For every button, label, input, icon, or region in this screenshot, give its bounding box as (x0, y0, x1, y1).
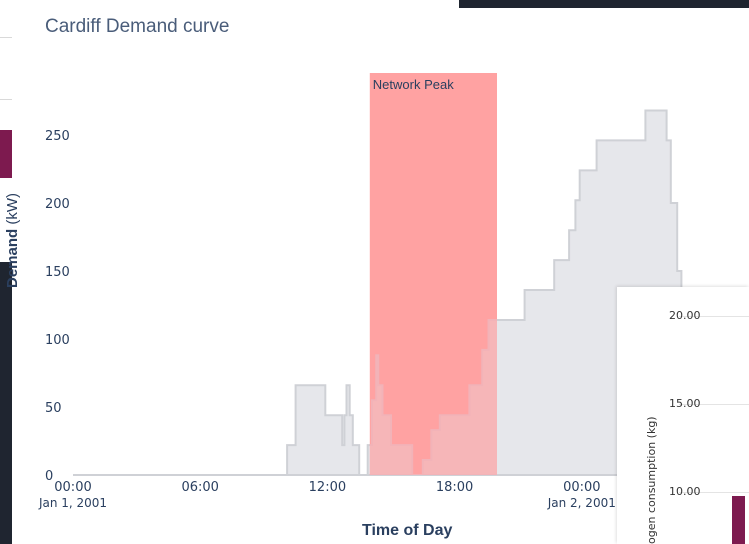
sidebar-accent (0, 130, 12, 178)
y-axis-title-unit: (kW) (4, 192, 21, 225)
x-tick-sublabel: Jan 1, 2001 (38, 496, 107, 510)
sidebar-divider (0, 99, 12, 100)
x-tick-label: 18:00 (436, 480, 473, 495)
inset-gridline (679, 404, 749, 405)
chart-title: Cardiff Demand curve (45, 16, 230, 37)
x-tick-sublabel: Jan 2, 2001 (547, 496, 616, 510)
hydrogen-consumption-panel: 20.00 15.00 10.00 (617, 287, 749, 544)
inset-gridline (679, 492, 749, 493)
background-sidebar (0, 0, 14, 544)
sidebar-divider (0, 37, 12, 38)
sidebar-dark-panel (0, 262, 12, 544)
x-tick-label: 12:00 (309, 480, 346, 495)
inset-bar[interactable] (732, 496, 745, 544)
network-peak-label: Network Peak (373, 77, 454, 92)
x-tick-label: 00:00 (563, 480, 600, 495)
inset-gridline (679, 316, 749, 317)
inset-tick-label: 10.00 (669, 485, 701, 498)
inset-tick-label: 20.00 (669, 309, 701, 322)
y-tick-label: 100 (45, 333, 70, 348)
x-tick-label: 00:00 (54, 480, 91, 495)
inset-y-axis-title: ogen consumption (kg) (645, 416, 658, 544)
y-tick-label: 250 (45, 129, 70, 144)
y-axis-title-main: Demand (4, 228, 21, 288)
background-window-bar (459, 0, 749, 8)
y-axis-title: Demand (kW) (4, 193, 24, 288)
inset-tick-label: 15.00 (669, 397, 701, 410)
x-axis-title: Time of Day (362, 522, 453, 539)
x-tick-label: 06:00 (181, 480, 218, 495)
y-tick-label: 0 (45, 469, 53, 484)
y-tick-label: 50 (45, 401, 62, 416)
demand-area-in-peak (369, 319, 497, 475)
y-tick-label: 150 (45, 265, 70, 280)
y-tick-label: 200 (45, 197, 70, 212)
